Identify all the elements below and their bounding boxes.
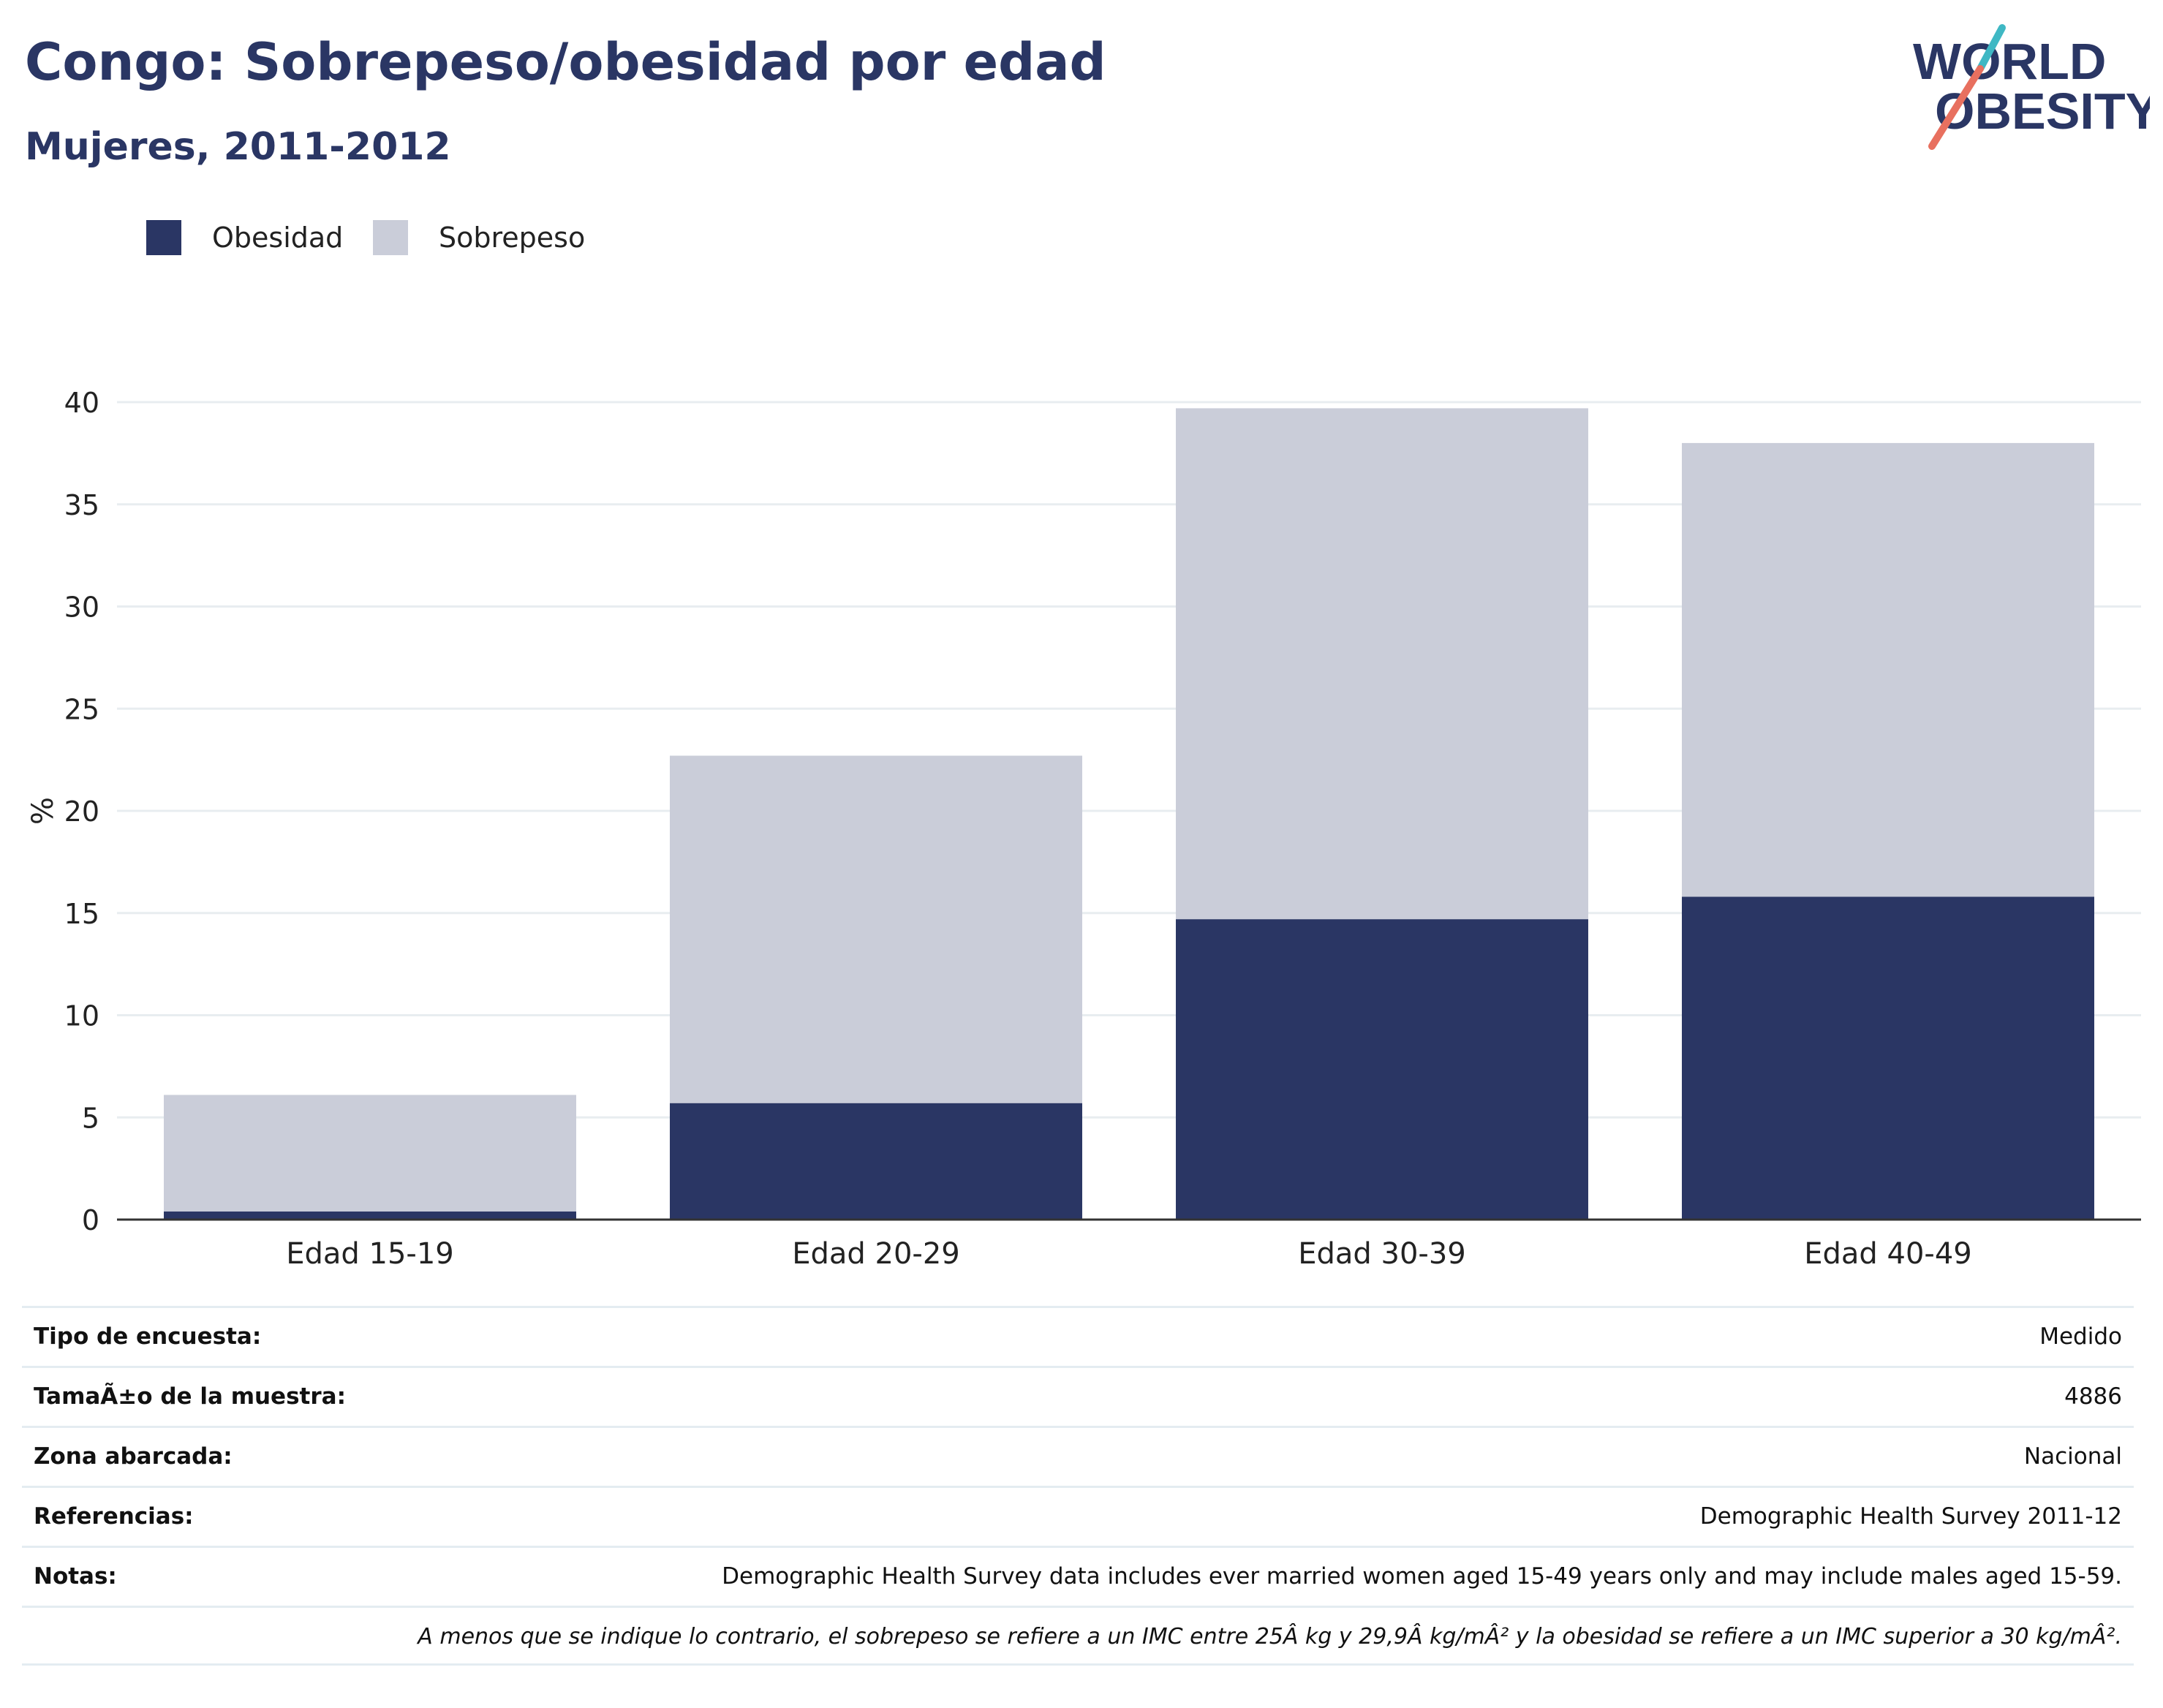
y-tick-label-35: 35	[64, 489, 99, 521]
info-value-coverage: Nacional	[2023, 1443, 2122, 1470]
info-value-references: Demographic Health Survey 2011-12	[1699, 1503, 2122, 1530]
y-axis-label: %	[26, 797, 60, 825]
info-key-references: Referencias:	[34, 1503, 194, 1530]
info-row-notes: Notas: Demographic Health Survey data in…	[22, 1546, 2134, 1606]
info-row-definition: A menos que se indique lo contrario, el …	[22, 1606, 2134, 1666]
info-key-survey-type: Tipo de encuesta:	[34, 1323, 262, 1350]
legend-swatch-obesidad	[146, 220, 181, 255]
legend-swatch-sobrepeso	[373, 220, 408, 255]
bar-sobrepeso-1	[164, 1095, 576, 1212]
info-value-sample-size: 4886	[2064, 1383, 2122, 1410]
x-tick-label-1: Edad 15-19	[286, 1237, 454, 1271]
bar-obesidad-1	[164, 1211, 576, 1220]
survey-info-table: Tipo de encuesta: Medido TamaÃ±o de la m…	[22, 1306, 2134, 1666]
y-tick-label-40: 40	[64, 387, 99, 419]
y-tick-label-0: 0	[82, 1204, 99, 1236]
info-key-coverage: Zona abarcada:	[34, 1443, 233, 1470]
x-tick-label-3: Edad 30-39	[1298, 1237, 1466, 1271]
y-tick-label-10: 10	[64, 1000, 99, 1032]
info-value-notes: Demographic Health Survey data includes …	[722, 1563, 2122, 1590]
y-tick-label-25: 25	[64, 693, 99, 725]
x-tick-label-2: Edad 20-29	[792, 1237, 960, 1271]
bar-sobrepeso-4	[1682, 442, 2094, 897]
chart-title: Congo: Sobrepeso/obesidad por edad	[25, 32, 1106, 92]
bar-obesidad-3	[1176, 919, 1588, 1220]
legend-label-obesidad: Obesidad	[212, 222, 344, 254]
info-key-sample-size: TamaÃ±o de la muestra:	[34, 1383, 346, 1410]
bar-sobrepeso-3	[1176, 408, 1588, 920]
y-tick-label-20: 20	[64, 796, 99, 828]
bar-obesidad-2	[670, 1103, 1082, 1220]
y-tick-label-30: 30	[64, 592, 99, 624]
stacked-bar-chart: 0 5 10 15 20 25 30 35 40% Edad 15-19 Edad 20-29 Eda…	[26, 387, 2141, 1271]
logo-slash-coral	[1928, 65, 1984, 150]
bar-obesidad-4	[1682, 896, 2094, 1220]
chart-subtitle: Mujeres, 2011-2012	[25, 125, 451, 169]
info-value-definition: A menos que se indique lo contrario, el …	[418, 1624, 2122, 1650]
logo-text-line2: OBESITY	[1935, 83, 2150, 140]
y-tick-label-15: 15	[64, 898, 99, 930]
world-obesity-logo: WORLD OBESITY	[1913, 24, 2150, 150]
info-value-survey-type: Medido	[2039, 1323, 2122, 1350]
legend-label-sobrepeso: Sobrepeso	[439, 222, 586, 254]
info-row-references: Referencias: Demographic Health Survey 2…	[22, 1486, 2134, 1546]
info-key-notes: Notas:	[34, 1563, 117, 1590]
bar-sobrepeso-2	[670, 755, 1082, 1103]
y-tick-label-5: 5	[82, 1102, 99, 1134]
x-tick-label-4: Edad 40-49	[1804, 1237, 1972, 1271]
info-row-coverage: Zona abarcada: Nacional	[22, 1426, 2134, 1486]
logo-text-line1: WORLD	[1913, 33, 2106, 90]
info-row-sample-size: TamaÃ±o de la muestra: 4886	[22, 1366, 2134, 1426]
logo-slash-teal	[1977, 24, 2006, 72]
info-row-survey-type: Tipo de encuesta: Medido	[22, 1306, 2134, 1366]
